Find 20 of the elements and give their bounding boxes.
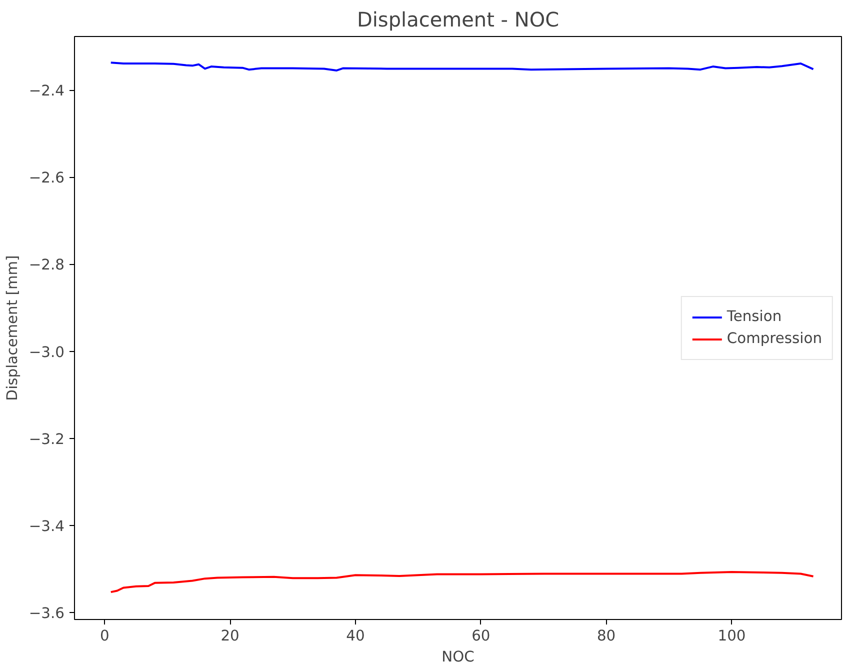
x-axis-title: NOC	[442, 648, 474, 666]
x-tick-label: 40	[346, 628, 365, 644]
x-tick-label: 60	[472, 628, 490, 644]
x-tick-label: 80	[596, 628, 616, 644]
x-tick-label: 0	[100, 628, 110, 644]
line-series	[110, 62, 814, 72]
y-tick-label: −3.2	[28, 430, 65, 448]
y-tick-label: −3.4	[28, 518, 65, 535]
legend-label: Tension	[726, 308, 782, 325]
y-tick-label: −2.6	[28, 170, 65, 187]
y-tick-label: −3.6	[28, 605, 65, 622]
y-tick-label: −2.8	[28, 256, 65, 274]
chart-title: Displacement - NOC	[356, 8, 560, 32]
y-tick-label: −2.4	[28, 82, 65, 100]
y-axis-title: Displacement [mm]	[4, 255, 21, 401]
x-tick-label: 100	[718, 628, 746, 644]
line-series	[110, 571, 814, 594]
legend-label: Compression	[726, 330, 822, 347]
x-tick-label: 20	[220, 628, 240, 644]
y-tick-label: −3.0	[28, 344, 65, 361]
